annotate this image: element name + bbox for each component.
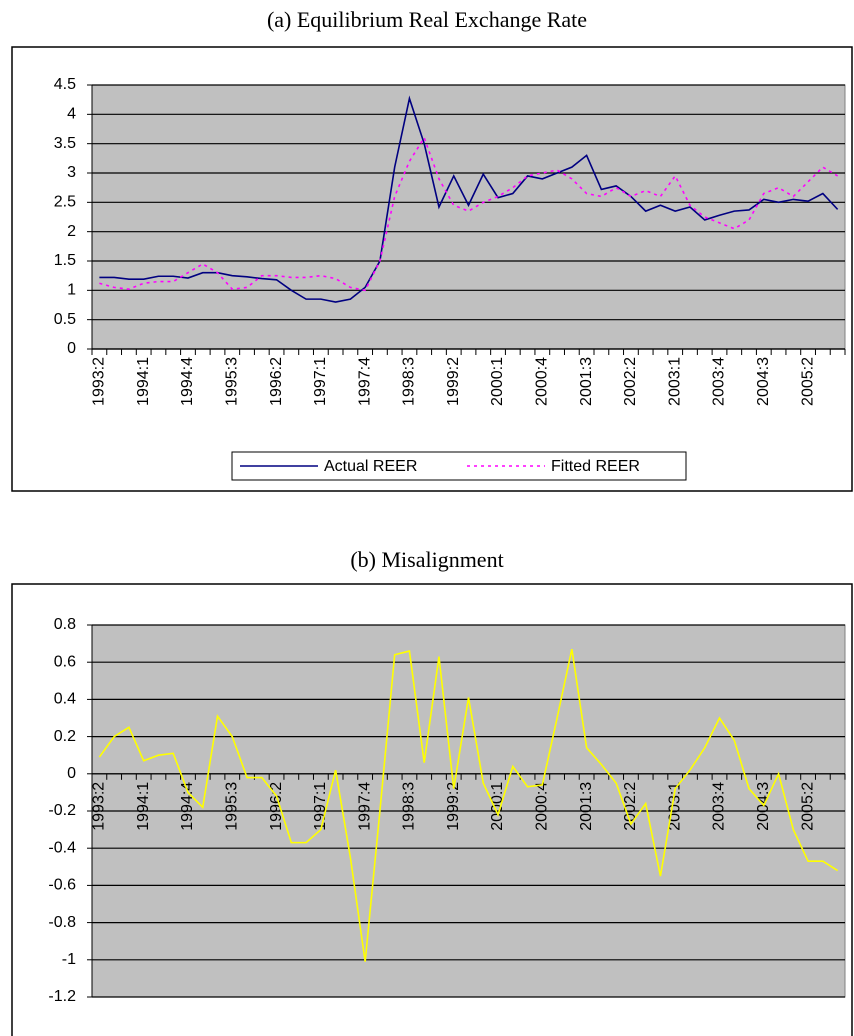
x-tick-label: 2003:1	[666, 357, 683, 406]
y-tick-label: 0.8	[54, 616, 76, 633]
y-tick-label: 1	[67, 282, 76, 299]
y-tick-label: -0.6	[48, 877, 76, 894]
y-tick-label: 1.5	[54, 252, 76, 269]
legend-box	[231, 451, 687, 481]
x-tick-label: 1994:4	[179, 782, 196, 831]
x-tick-label: 2004:3	[755, 357, 772, 406]
legend-label: Actual REER	[324, 458, 417, 475]
x-tick-label: 1997:4	[356, 357, 373, 406]
y-tick-label: 4.5	[54, 76, 76, 93]
x-tick-label: 2005:2	[799, 357, 816, 406]
chart-title: (b) Misalignment	[350, 547, 503, 572]
x-tick-label: 2003:4	[711, 782, 728, 831]
y-tick-label: -0.4	[48, 839, 76, 856]
y-tick-label: -0.8	[48, 914, 76, 931]
x-tick-label: 1994:1	[135, 357, 152, 406]
x-tick-label: 1997:4	[356, 782, 373, 831]
y-tick-label: 0.4	[54, 691, 76, 708]
y-tick-label: 3	[67, 164, 76, 181]
plot-area	[91, 84, 846, 350]
chart-title: (a) Equilibrium Real Exchange Rate	[267, 7, 587, 32]
x-tick-label: 1993:2	[91, 357, 108, 406]
x-tick-label: 2003:4	[711, 357, 728, 406]
x-tick-label: 2000:1	[489, 782, 506, 831]
x-tick-label: 1995:3	[223, 357, 240, 406]
y-tick-label: -0.2	[48, 802, 76, 819]
x-tick-label: 1997:1	[312, 782, 329, 831]
x-tick-label: 2005:2	[799, 782, 816, 831]
y-tick-label: 2.5	[54, 194, 76, 211]
y-tick-label: -1	[62, 951, 76, 968]
x-tick-label: 2000:1	[489, 357, 506, 406]
y-tick-label: 2	[67, 223, 76, 240]
x-tick-label: 1998:3	[401, 357, 418, 406]
x-tick-label: 2000:4	[534, 782, 551, 831]
x-tick-label: 2001:3	[578, 357, 595, 406]
x-tick-label: 1997:1	[312, 357, 329, 406]
x-tick-label: 2002:2	[622, 357, 639, 406]
y-tick-label: -1.2	[48, 988, 76, 1005]
x-tick-label: 2000:4	[534, 357, 551, 406]
y-tick-label: 3.5	[54, 135, 76, 152]
legend-label: Fitted REER	[551, 458, 640, 475]
x-tick-label: 1995:3	[223, 782, 240, 831]
y-tick-label: 0.6	[54, 653, 76, 670]
data-line	[99, 135, 839, 292]
x-tick-label: 1999:2	[445, 357, 462, 406]
y-tick-label: 0	[67, 340, 76, 357]
data-line	[98, 649, 839, 962]
y-tick-label: 0	[67, 765, 76, 782]
x-tick-label: 1994:4	[179, 357, 196, 406]
y-tick-label: 0.5	[54, 311, 76, 328]
data-line	[99, 95, 839, 303]
x-tick-label: 1996:2	[268, 782, 285, 831]
x-tick-label: 1994:1	[135, 782, 152, 831]
x-tick-label: 1998:3	[401, 782, 418, 831]
y-tick-label: 0.2	[54, 728, 76, 745]
x-tick-label: 1996:2	[268, 357, 285, 406]
y-tick-label: 4	[67, 106, 76, 123]
x-tick-label: 2001:3	[578, 782, 595, 831]
x-tick-label: 1993:2	[91, 782, 108, 831]
x-tick-label: 1999:2	[445, 782, 462, 831]
